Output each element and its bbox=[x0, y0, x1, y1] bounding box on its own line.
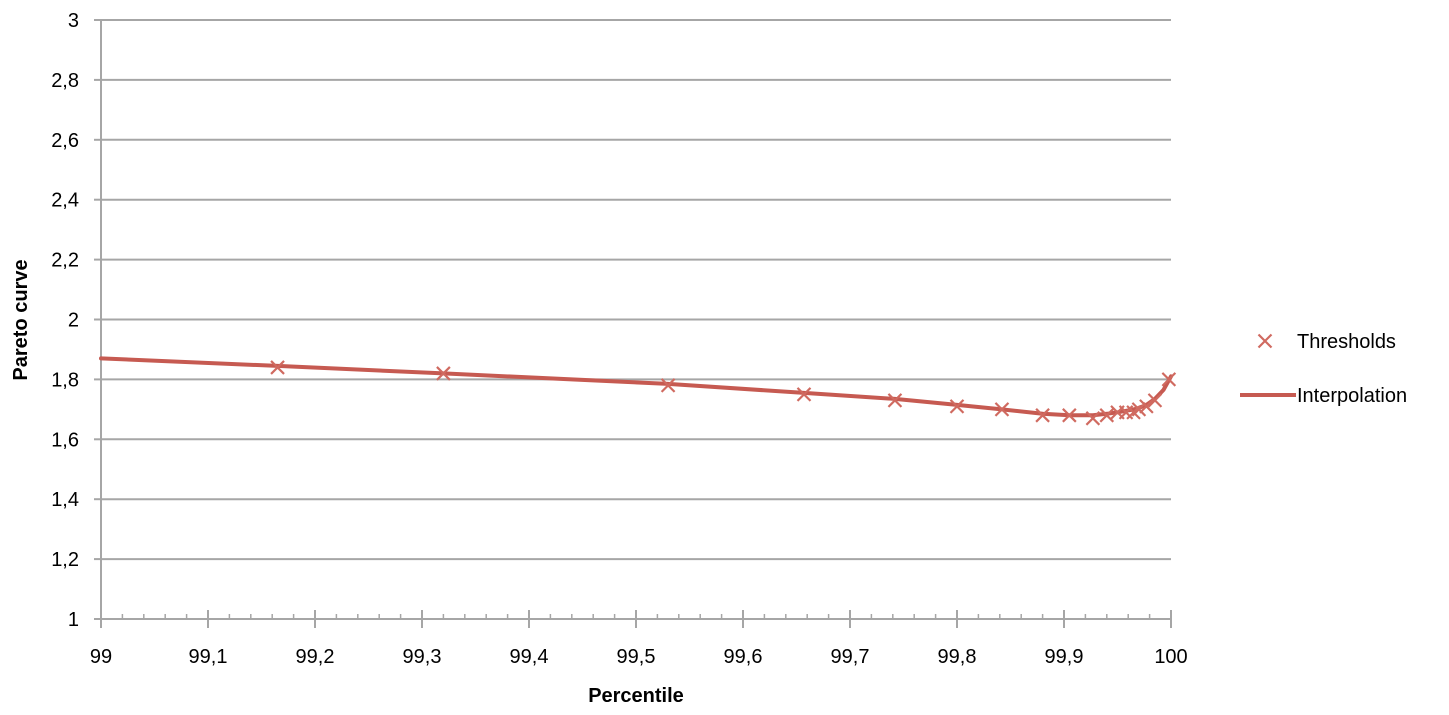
legend-item-thresholds: Thresholds bbox=[1257, 331, 1396, 353]
x-tick-label: 99,3 bbox=[403, 646, 442, 668]
x-tick-label: 99 bbox=[90, 646, 112, 668]
threshold-point bbox=[994, 402, 1010, 417]
threshold-point bbox=[949, 399, 965, 414]
threshold-point bbox=[1147, 393, 1163, 408]
y-tick-label: 2,6 bbox=[51, 130, 79, 152]
y-tick-labels: 1 1,2 1,4 1,6 1,8 2 2,2 2,4 2,6 2,8 3 bbox=[51, 10, 79, 631]
x-tick-label: 99,7 bbox=[831, 646, 870, 668]
threshold-point bbox=[1035, 408, 1050, 423]
x-tick-label: 99,1 bbox=[189, 646, 228, 668]
legend-x-marker bbox=[1257, 333, 1273, 349]
gridlines bbox=[101, 19, 1171, 561]
x-tick-label: 99,8 bbox=[938, 646, 977, 668]
legend-label-thresholds: Thresholds bbox=[1297, 331, 1396, 353]
legend-marker-thresholds bbox=[1257, 333, 1273, 349]
x-tick-labels: 99 99,1 99,2 99,3 99,4 99,5 99,6 99,7 99,8 99,9 10… bbox=[90, 646, 1188, 668]
legend-item-interpolation: Interpolation bbox=[1240, 385, 1407, 407]
threshold-point bbox=[1099, 408, 1115, 423]
threshold-point bbox=[1161, 372, 1177, 387]
interpolation-series bbox=[99, 356, 1173, 418]
y-tick-label: 1 bbox=[68, 609, 79, 631]
threshold-point bbox=[1062, 408, 1077, 423]
thresholds-series bbox=[270, 360, 1177, 426]
x-axis-title: Percentile bbox=[588, 685, 684, 707]
axes bbox=[94, 19, 1172, 628]
x-tick-label: 99,5 bbox=[617, 646, 656, 668]
y-axis-title: Pareto curve bbox=[10, 259, 32, 380]
threshold-point bbox=[660, 378, 676, 393]
interpolation-line bbox=[99, 356, 1173, 418]
threshold-point bbox=[1139, 399, 1154, 414]
legend: Thresholds Interpolation bbox=[1240, 331, 1407, 407]
threshold-point bbox=[1085, 411, 1101, 426]
legend-label-interpolation: Interpolation bbox=[1297, 385, 1407, 407]
x-tick-label: 99,6 bbox=[724, 646, 763, 668]
x-tick-label: 99,4 bbox=[510, 646, 549, 668]
x-tick-label: 100 bbox=[1154, 646, 1187, 668]
x-tick-label: 99,9 bbox=[1045, 646, 1084, 668]
threshold-point bbox=[1131, 402, 1147, 417]
y-tick-label: 1,8 bbox=[51, 369, 79, 391]
x-tick-label: 99,2 bbox=[296, 646, 335, 668]
y-tick-label: 2,4 bbox=[51, 190, 79, 212]
y-tick-label: 1,6 bbox=[51, 429, 79, 451]
y-tick-label: 1,4 bbox=[51, 489, 79, 511]
y-tick-label: 2,2 bbox=[51, 250, 79, 272]
y-tick-label: 2 bbox=[68, 310, 79, 332]
threshold-point bbox=[796, 387, 812, 402]
threshold-point bbox=[436, 366, 451, 381]
y-tick-label: 3 bbox=[68, 10, 79, 32]
threshold-point bbox=[887, 393, 903, 408]
y-tick-label: 1,2 bbox=[51, 549, 79, 571]
y-tick-label: 2,8 bbox=[51, 70, 79, 92]
threshold-point bbox=[270, 360, 285, 375]
